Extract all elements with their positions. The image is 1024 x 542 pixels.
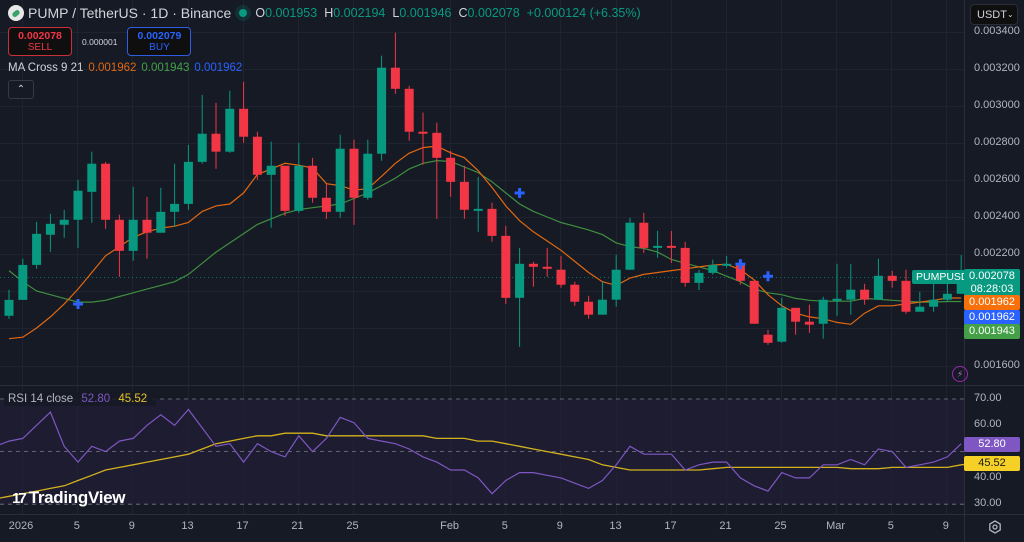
- spread-value: 0.000001: [82, 36, 118, 47]
- symbol-legend: PUMP / TetherUS · 1D · Binance O 0.001953…: [8, 5, 648, 21]
- rsi-value: 52.80: [81, 393, 111, 405]
- bar-countdown: 08:28:03: [970, 283, 1014, 295]
- time-label: 17: [664, 520, 677, 532]
- low-value: 0.001946: [399, 6, 452, 20]
- symbol-tag: PUMPUSDT: [912, 270, 979, 284]
- ma-fast-value: 0.001962: [88, 62, 137, 74]
- rsi-ma-value-tag: 45.52: [964, 456, 1020, 471]
- sell-price: 0.002078: [18, 29, 62, 42]
- last-price-tag: 0.002078 08:28:03: [964, 269, 1020, 298]
- time-label: 25: [346, 520, 359, 532]
- pump-logo-icon: [8, 5, 24, 21]
- price-tick: 0.003400: [974, 25, 1020, 37]
- symbol-title[interactable]: PUMP / TetherUS · 1D · Binance: [28, 5, 232, 21]
- chevron-up-icon: ⌃: [16, 84, 26, 95]
- price-tick: 0.002400: [974, 210, 1020, 222]
- low-label: L: [392, 6, 400, 20]
- last-price: 0.002078: [969, 270, 1015, 282]
- tradingview-brand: TradingView: [28, 488, 126, 507]
- collapse-legend-button[interactable]: ⌃: [8, 80, 34, 99]
- ma-fast-price-tag: 0.001962: [964, 295, 1020, 310]
- price-tick: 0.003200: [974, 62, 1020, 74]
- moving-average-lines: [8, 145, 962, 340]
- currency-selector[interactable]: USDT ⌄: [970, 4, 1018, 25]
- rsi-tick: 70.00: [974, 392, 1002, 404]
- ma-cross-label: MA Cross 9 21: [8, 62, 84, 74]
- time-label: 5: [887, 520, 894, 532]
- time-label: Mar: [826, 520, 846, 532]
- time-label: 21: [291, 520, 304, 532]
- price-tick: 0.002200: [974, 247, 1020, 259]
- rsi-pane: [0, 398, 976, 505]
- open-label: O: [255, 6, 266, 20]
- tradingview-watermark: 17 TradingView: [12, 488, 126, 508]
- ma-slow-value: 0.001943: [141, 62, 190, 74]
- cross-price-tag: 0.001962: [964, 310, 1020, 325]
- ma-cross-value: 0.001962: [194, 62, 243, 74]
- sell-label: SELL: [27, 41, 53, 53]
- ma-cross-markers: [73, 187, 773, 309]
- time-label: 2026: [8, 520, 34, 532]
- settings-icon[interactable]: [988, 520, 1002, 534]
- time-label: 5: [73, 520, 80, 532]
- currency-label: USDT: [977, 8, 1007, 21]
- time-label: 25: [774, 520, 787, 532]
- time-label: Feb: [440, 520, 460, 532]
- time-label: 17: [236, 520, 249, 532]
- tradingview-logo-icon: 17: [12, 489, 27, 507]
- lightning-icon[interactable]: ⚡: [952, 366, 968, 382]
- trade-buttons: 0.002078 SELL 0.000001 0.002079 BUY: [8, 27, 192, 56]
- ma-cross-legend[interactable]: MA Cross 9 21 0.001962 0.001943 0.001962: [8, 62, 247, 74]
- buy-label: BUY: [149, 41, 170, 53]
- sell-button[interactable]: 0.002078 SELL: [8, 27, 72, 56]
- close-label: C: [458, 6, 468, 20]
- time-label: 9: [942, 520, 949, 532]
- high-label: H: [324, 6, 334, 20]
- price-tick: 0.002800: [974, 136, 1020, 148]
- time-label: 5: [501, 520, 508, 532]
- chevron-down-icon: ⌄: [1006, 10, 1014, 19]
- time-label: 21: [719, 520, 732, 532]
- market-open-status-icon: [239, 9, 248, 17]
- time-label: 13: [181, 520, 194, 532]
- ma-slow-price-tag: 0.001943: [964, 324, 1020, 339]
- open-value: 0.001953: [265, 6, 318, 20]
- rsi-tick: 30.00: [974, 497, 1002, 510]
- rsi-value-tag: 52.80: [964, 437, 1020, 452]
- change-value: +0.000124 (+6.35%): [526, 6, 641, 20]
- time-label: 9: [128, 520, 135, 532]
- rsi-legend[interactable]: RSI 14 close 52.80 45.52: [4, 392, 157, 406]
- price-tick: 0.001600: [974, 359, 1020, 371]
- rsi-tick: 40.00: [974, 470, 1002, 483]
- time-label: 9: [556, 520, 563, 532]
- high-value: 0.002194: [333, 6, 386, 20]
- rsi-tick: 60.00: [974, 418, 1002, 431]
- rsi-label: RSI 14 close: [8, 393, 74, 405]
- time-label: 13: [609, 520, 622, 532]
- price-tick: 0.002600: [974, 173, 1020, 185]
- candlestick-series: [4, 32, 966, 347]
- close-value: 0.002078: [467, 6, 520, 20]
- buy-button[interactable]: 0.002079 BUY: [127, 27, 192, 56]
- price-tick: 0.003000: [974, 99, 1020, 111]
- buy-price: 0.002079: [137, 29, 182, 42]
- rsi-ma-value: 45.52: [118, 393, 148, 405]
